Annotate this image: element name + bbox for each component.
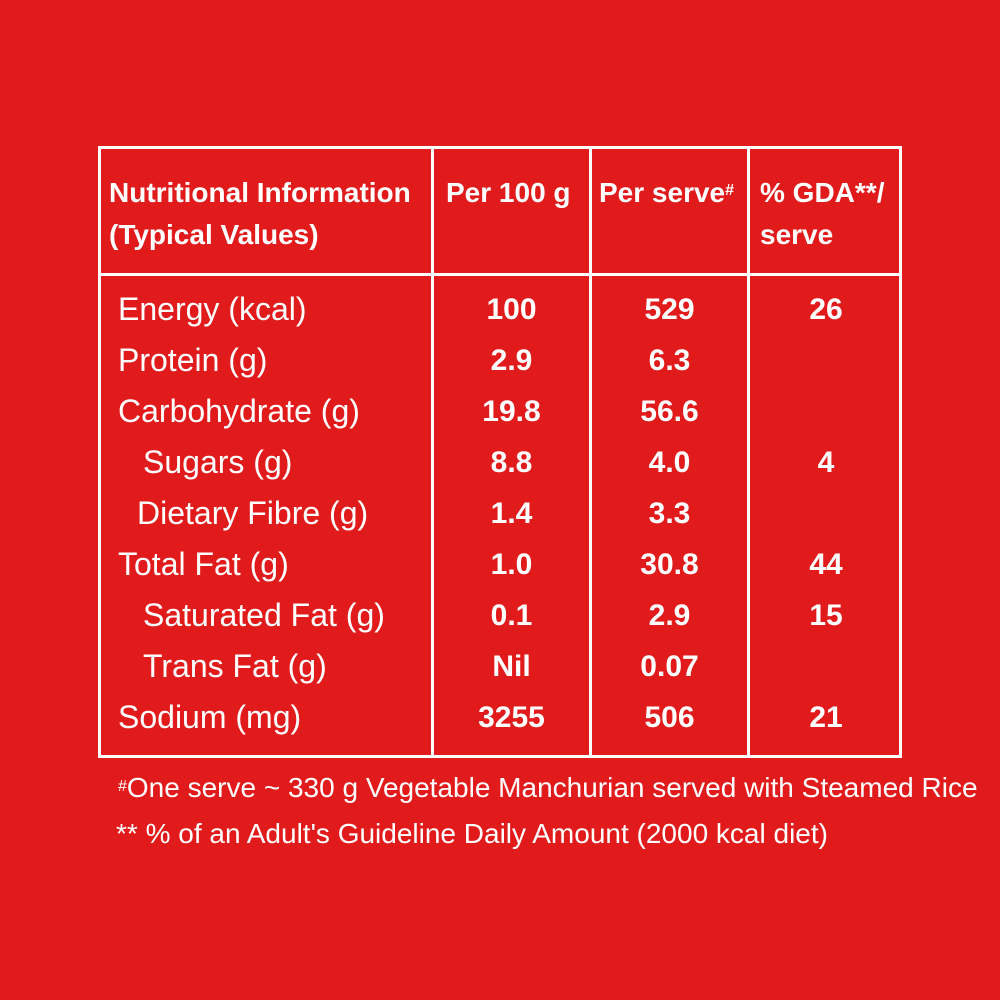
table-row: Total Fat (g) 1.0 30.8 44 xyxy=(101,539,899,590)
nutrient-name: Protein (g) xyxy=(118,342,268,378)
table-row: Saturated Fat (g) 0.1 2.9 15 xyxy=(101,590,899,641)
serve-footnote-mark: # xyxy=(725,182,735,199)
table-row: Sodium (mg) 3255 506 21 xyxy=(101,692,899,743)
column-divider xyxy=(589,149,592,755)
gda-footnote: ** % of an Adult's Guideline Daily Amoun… xyxy=(116,814,828,854)
header-per-100g-label: Per 100 g xyxy=(446,177,571,208)
value-per-100g: 100 xyxy=(486,293,537,326)
table-row: Sugars (g) 8.8 4.0 4 xyxy=(101,437,899,488)
value-gda: 21 xyxy=(809,701,843,734)
value-gda: 4 xyxy=(817,446,835,479)
column-divider xyxy=(431,149,434,755)
table-row: Trans Fat (g) Nil 0.07 xyxy=(101,641,899,692)
header-gda-line1: % GDA**/ xyxy=(760,177,885,208)
value-per-100g: 2.9 xyxy=(490,344,533,377)
nutrition-table: Nutritional Information (Typical Values)… xyxy=(98,146,902,758)
nutrient-name: Sodium (mg) xyxy=(118,699,302,735)
value-per-serve: 56.6 xyxy=(640,395,699,428)
value-per-serve: 0.07 xyxy=(640,650,699,683)
value-per-100g: 0.1 xyxy=(490,599,533,632)
header-nutritional-information: Nutritional Information (Typical Values) xyxy=(109,149,429,273)
nutrient-name: Carbohydrate (g) xyxy=(118,393,360,429)
header-name-line1: Nutritional Information xyxy=(109,177,411,208)
header-name-line2: (Typical Values) xyxy=(109,219,319,250)
value-per-100g: 1.0 xyxy=(490,548,533,581)
nutrient-name: Saturated Fat (g) xyxy=(143,597,385,633)
value-per-serve: 6.3 xyxy=(648,344,691,377)
value-per-100g: Nil xyxy=(492,650,531,683)
nutrient-name: Energy (kcal) xyxy=(118,291,307,327)
serve-footnote: #One serve ~ 330 g Vegetable Manchurian … xyxy=(118,768,978,808)
value-per-100g: 1.4 xyxy=(490,497,533,530)
value-per-serve: 529 xyxy=(644,293,695,326)
table-row: Carbohydrate (g) 19.8 56.6 xyxy=(101,386,899,437)
table-row: Energy (kcal) 100 529 26 xyxy=(101,284,899,335)
serve-footnote-symbol: # xyxy=(118,778,127,795)
value-gda: 26 xyxy=(809,293,843,326)
value-gda: 44 xyxy=(809,548,843,581)
gda-footnote-text: ** % of an Adult's Guideline Daily Amoun… xyxy=(116,818,828,849)
nutrient-name: Trans Fat (g) xyxy=(143,648,327,684)
value-per-serve: 506 xyxy=(644,701,695,734)
serve-footnote-text: One serve ~ 330 g Vegetable Manchurian s… xyxy=(126,772,978,803)
header-per-100g: Per 100 g xyxy=(446,149,586,273)
nutrient-name: Dietary Fibre (g) xyxy=(137,495,369,531)
header-per-serve: Per serve# xyxy=(599,149,745,273)
value-per-serve: 2.9 xyxy=(648,599,691,632)
table-row: Dietary Fibre (g) 1.4 3.3 xyxy=(101,488,899,539)
value-per-100g: 19.8 xyxy=(482,395,541,428)
value-per-serve: 30.8 xyxy=(640,548,699,581)
column-divider xyxy=(747,149,750,755)
value-per-serve: 3.3 xyxy=(648,497,691,530)
value-gda: 15 xyxy=(809,599,843,632)
table-row: Protein (g) 2.9 6.3 xyxy=(101,335,899,386)
nutrient-name: Sugars (g) xyxy=(143,444,293,480)
value-per-100g: 3255 xyxy=(478,701,545,734)
nutrient-name: Total Fat (g) xyxy=(118,546,289,582)
value-per-serve: 4.0 xyxy=(648,446,691,479)
header-gda: % GDA**/ serve xyxy=(760,149,900,273)
header-per-serve-label: Per serve xyxy=(599,177,726,208)
header-divider xyxy=(101,273,899,276)
header-gda-line2: serve xyxy=(760,219,834,250)
value-per-100g: 8.8 xyxy=(490,446,533,479)
